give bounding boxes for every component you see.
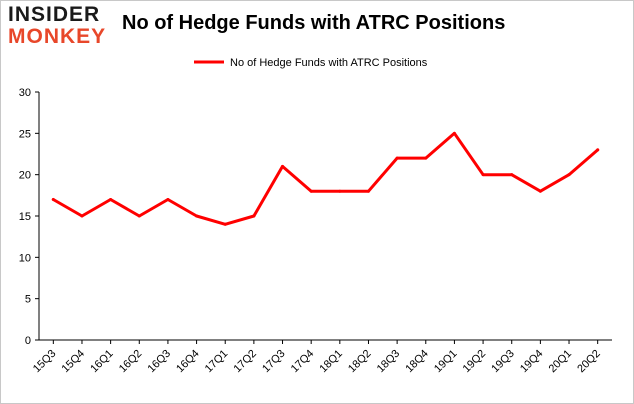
- data-point: [195, 214, 199, 218]
- x-tick-label: 17Q2: [231, 348, 259, 376]
- data-point: [395, 156, 399, 160]
- x-tick-label: 19Q4: [518, 348, 546, 376]
- x-tick-label: 19Q2: [461, 348, 489, 376]
- y-tick-label: 10: [19, 252, 31, 264]
- x-tick-label: 20Q1: [547, 348, 575, 376]
- x-tick-label: 16Q4: [174, 348, 202, 376]
- x-tick-label: 18Q3: [375, 348, 403, 376]
- y-tick-label: 30: [19, 87, 31, 99]
- y-tick-label: 0: [25, 335, 31, 347]
- data-point: [366, 189, 370, 193]
- data-point: [424, 156, 428, 160]
- x-tick-label: 19Q1: [432, 348, 460, 376]
- y-tick-label: 20: [19, 170, 31, 182]
- x-tick-label: 18Q2: [346, 348, 374, 376]
- y-tick-label: 25: [19, 128, 31, 140]
- chart-title: No of Hedge Funds with ATRC Positions: [122, 12, 506, 34]
- series-line: [51, 131, 600, 226]
- x-tick-label: 16Q2: [117, 348, 145, 376]
- logo-line-2: MONKEY: [8, 25, 107, 48]
- plot-area: [39, 92, 612, 340]
- x-tick-label: 17Q4: [289, 348, 317, 376]
- data-point: [109, 197, 113, 201]
- data-point: [510, 173, 514, 177]
- y-tick-label: 5: [25, 294, 31, 306]
- data-point: [252, 214, 256, 218]
- data-point: [51, 197, 55, 201]
- x-tick-label: 16Q1: [88, 348, 116, 376]
- data-point: [223, 222, 227, 226]
- data-point: [452, 131, 456, 135]
- x-tick-label: 18Q1: [317, 348, 345, 376]
- data-point: [166, 197, 170, 201]
- data-point: [596, 148, 600, 152]
- x-tick-label: 17Q1: [203, 348, 231, 376]
- data-point: [538, 189, 542, 193]
- data-point: [137, 214, 141, 218]
- x-tick-label: 18Q4: [403, 348, 431, 376]
- x-tick-label: 16Q3: [146, 348, 174, 376]
- x-tick-label: 15Q3: [31, 348, 59, 376]
- y-tick-label: 15: [19, 211, 31, 223]
- data-point: [481, 173, 485, 177]
- x-tick-label: 20Q2: [575, 348, 603, 376]
- x-tick-label: 15Q4: [60, 348, 88, 376]
- data-point: [567, 173, 571, 177]
- data-point: [309, 189, 313, 193]
- data-point: [281, 164, 285, 168]
- data-point: [80, 214, 84, 218]
- x-tick-label: 19Q3: [489, 348, 517, 376]
- legend-label: No of Hedge Funds with ATRC Positions: [230, 57, 428, 69]
- x-tick-label: 17Q3: [260, 348, 288, 376]
- logo-line-1: INSIDER: [8, 3, 101, 26]
- insider-monkey-logo: INSIDER MONKEY: [8, 4, 114, 50]
- data-point: [338, 189, 342, 193]
